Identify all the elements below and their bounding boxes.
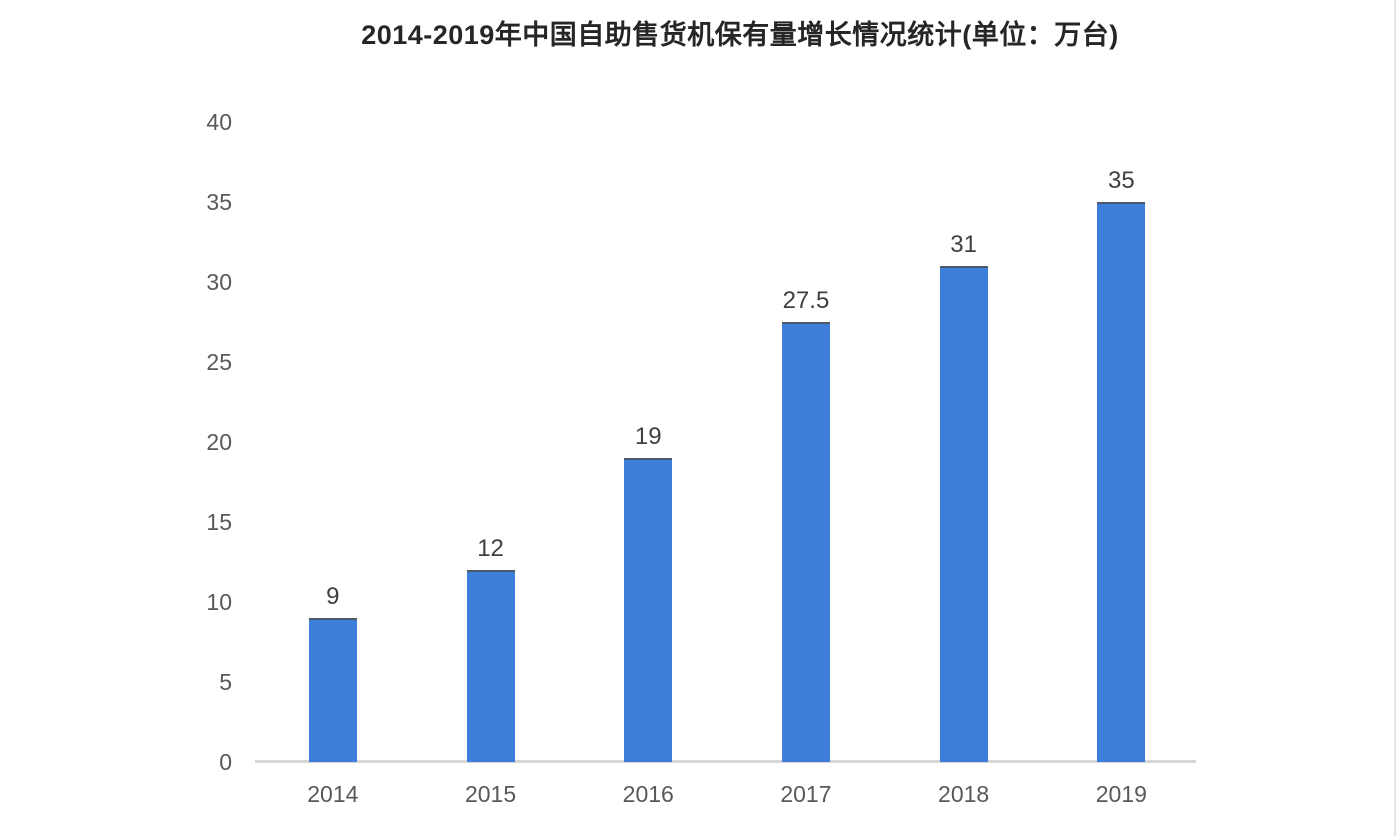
x-tick-label: 2016 xyxy=(622,781,674,807)
y-tick-label: 35 xyxy=(206,189,232,215)
bar-value-label: 35 xyxy=(1107,167,1135,194)
y-tick-label: 10 xyxy=(206,589,232,615)
y-tick-label: 40 xyxy=(206,109,232,135)
y-tick-label: 30 xyxy=(206,269,232,295)
x-tick-label: 2019 xyxy=(1095,781,1147,807)
bar-value-label: 31 xyxy=(950,231,977,258)
x-axis-line xyxy=(255,760,1196,763)
bar-2018 xyxy=(939,266,988,762)
bar-value-label: 12 xyxy=(477,535,504,562)
bar-2015 xyxy=(466,570,515,762)
bar-2016 xyxy=(624,458,673,762)
y-tick-label: 0 xyxy=(219,749,232,775)
y-tick-label: 25 xyxy=(206,349,232,375)
bar-2014 xyxy=(308,618,357,762)
x-tick-label: 2015 xyxy=(464,781,517,807)
bar-2019 xyxy=(1097,202,1146,762)
bar-value-label: 27.5 xyxy=(782,287,830,314)
y-tick-label: 15 xyxy=(206,509,232,535)
bar-2017 xyxy=(781,322,830,762)
x-tick-label: 2018 xyxy=(938,781,990,807)
bar-value-label: 19 xyxy=(634,423,662,450)
y-tick-label: 5 xyxy=(219,669,232,695)
chart-title: 2014-2019年中国自助售货机保有量增长情况统计(单位：万台) xyxy=(361,20,1119,50)
x-tick-label: 2014 xyxy=(307,781,359,807)
y-tick-label: 20 xyxy=(206,429,232,455)
x-tick-label: 2017 xyxy=(780,781,832,807)
right-edge-line xyxy=(1394,0,1396,836)
bar-value-label: 9 xyxy=(326,583,340,610)
